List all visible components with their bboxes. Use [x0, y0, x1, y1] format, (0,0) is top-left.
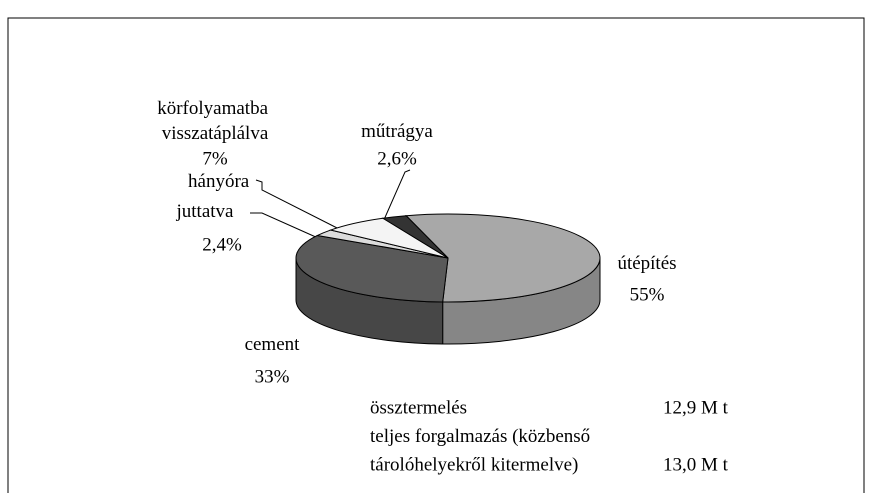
- slice-label: hányóra juttatva: [176, 171, 254, 222]
- slice-value-label: 7%: [202, 148, 228, 169]
- slice-value-label: 33%: [255, 366, 290, 387]
- leaders: [250, 169, 411, 239]
- note-label: tárolóhelyekről kitermelve): [370, 454, 578, 475]
- note-label: össztermelés: [370, 397, 467, 418]
- note-value: 12,9 M t: [663, 397, 729, 418]
- pie-tops: [295, 213, 601, 303]
- note-label: teljes forgalmazás (közbenső: [370, 426, 590, 447]
- leader-line: [382, 169, 411, 223]
- leader-line: [255, 179, 346, 233]
- pie-slice: [381, 215, 449, 259]
- leader-line: [250, 212, 319, 239]
- slice-label: műtrágya: [361, 121, 433, 142]
- pie-slice: [295, 234, 449, 303]
- slice-value-label: 2,4%: [202, 234, 242, 255]
- slice-label: cement: [245, 334, 301, 355]
- slice-value-label: 2,6%: [377, 148, 417, 169]
- pie-slice: [404, 213, 601, 303]
- slice-label: útépítés: [617, 253, 676, 274]
- slice-value-label: 55%: [630, 284, 665, 305]
- note-value: 13,0 M t: [663, 454, 729, 475]
- slice-label: körfolyamatba visszatáplálva: [157, 98, 273, 144]
